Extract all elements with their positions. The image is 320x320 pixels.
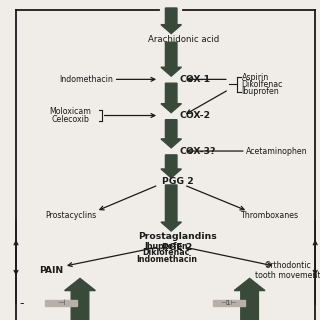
Bar <box>45 300 77 306</box>
Text: Arachidonic acid: Arachidonic acid <box>148 35 220 44</box>
Text: Indomethacin: Indomethacin <box>136 255 197 264</box>
Text: PGG 2: PGG 2 <box>162 177 193 186</box>
Text: PAIN: PAIN <box>39 266 63 275</box>
Polygon shape <box>161 83 181 113</box>
Text: ⊣: ⊣ <box>57 298 64 307</box>
Text: Moloxicam: Moloxicam <box>50 108 91 116</box>
Text: -: - <box>20 297 24 309</box>
Text: Acetaminophen: Acetaminophen <box>246 147 308 156</box>
Text: Ibuprofen: Ibuprofen <box>242 87 279 96</box>
Text: Orthodontic
tooth movement: Orthodontic tooth movement <box>255 261 320 280</box>
Polygon shape <box>161 8 181 34</box>
Polygon shape <box>161 155 181 178</box>
Text: COX-2: COX-2 <box>179 111 210 120</box>
Text: Dikolfenac: Dikolfenac <box>242 80 283 89</box>
Polygon shape <box>65 278 95 320</box>
Text: Prostaglandins
PGE 2: Prostaglandins PGE 2 <box>138 232 217 252</box>
Text: Indomethacin: Indomethacin <box>60 75 113 84</box>
Polygon shape <box>234 278 265 320</box>
Text: Prostacyclins: Prostacyclins <box>45 211 96 220</box>
Text: COX-3?: COX-3? <box>179 147 216 156</box>
Text: Thromboxanes: Thromboxanes <box>240 211 298 220</box>
Text: COX-1: COX-1 <box>179 75 210 84</box>
Polygon shape <box>161 42 181 76</box>
Text: Celecoxib: Celecoxib <box>52 115 89 124</box>
Text: Diklofenac: Diklofenac <box>143 248 190 257</box>
Polygon shape <box>161 185 181 231</box>
Text: Ibuprofen: Ibuprofen <box>145 242 188 251</box>
Bar <box>213 300 245 306</box>
Text: Aspirin: Aspirin <box>242 73 269 82</box>
Polygon shape <box>161 120 181 148</box>
Text: ⊣1⊢: ⊣1⊢ <box>220 300 237 306</box>
